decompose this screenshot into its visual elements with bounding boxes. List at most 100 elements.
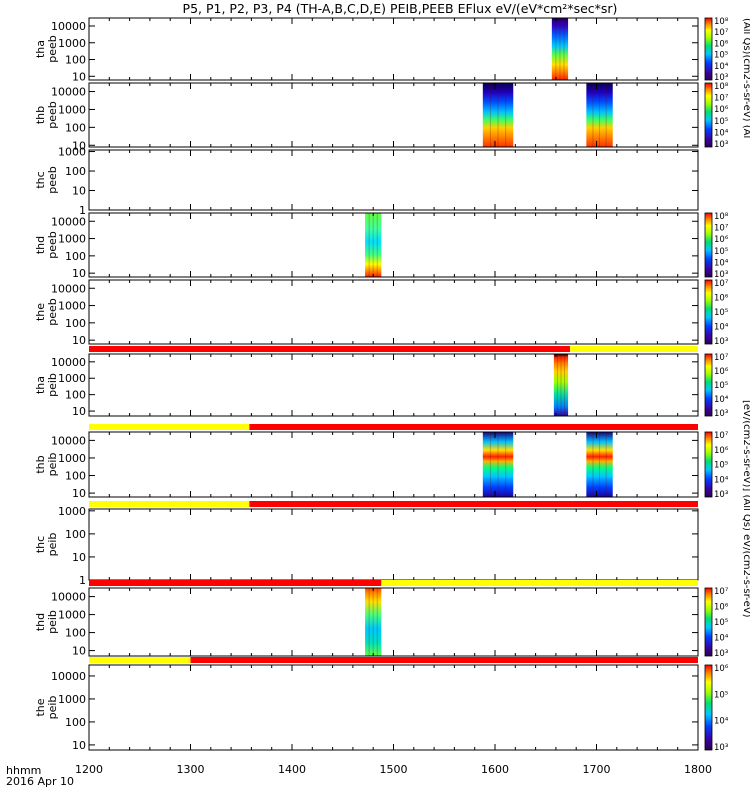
y-tick-label: 100 [65, 121, 86, 134]
panel-frame [88, 212, 699, 278]
y-tick-label: 10 [72, 334, 86, 347]
y-tick-label: 10 [72, 70, 86, 83]
spectrogram-block [365, 588, 382, 656]
spectrogram-block [553, 354, 569, 416]
panel-ylabel: thb [34, 455, 47, 473]
x-axis: 1200 1300 1400 1500 1600 1700 1800 [75, 763, 712, 776]
mode-bar-yellow [89, 501, 250, 507]
y-tick-label: 10000 [51, 86, 86, 99]
panel-the-peib: 10 100 1000 10000 the peib 10³ 10⁴ 10⁵ 10⁶ [34, 657, 729, 753]
y-tick-label: 10 [72, 139, 86, 152]
y-tick-label: 100 [65, 716, 86, 729]
spectrogram-block [586, 83, 613, 147]
y-tick-label: 1000 [58, 609, 86, 622]
colorbar [704, 279, 713, 345]
time-unit-label: hhmm [6, 764, 41, 777]
panel-ylabel: thb [34, 106, 47, 124]
colorbar-tick-label: 10⁴ [714, 323, 729, 333]
y-tick-label: 1000 [58, 300, 86, 313]
panel-thb-peib: 10 100 1000 10000 thb peib 10³ 10⁴ 10⁵ 10⁶ 10⁷ [34, 424, 729, 500]
colorbar-tick-label: 10⁶ [714, 235, 729, 245]
panel-ylabel: peib [46, 373, 59, 397]
panel-ylabel: thc [34, 536, 47, 553]
panel-ylabel: peeb [46, 166, 59, 194]
panel-ylabel: thc [34, 171, 47, 188]
y-tick-label: 1000 [58, 146, 86, 159]
panel-the-peeb: 10 100 1000 10000 the peeb 10³ 10⁴ 10⁵ 10⁶ 10⁷ [34, 279, 729, 347]
colorbar-tick-label: 10⁷ [714, 224, 729, 234]
panel-frame [88, 149, 699, 211]
colorbar-tick-label: 10⁷ [714, 28, 729, 38]
y-tick-label: 1000 [58, 233, 86, 246]
y-tick-label: 10 [72, 405, 86, 418]
colorbar-tick-label: 10⁵ [714, 308, 728, 318]
colorbar-tick-label: 10⁴ [714, 128, 729, 138]
panel-ylabel: tha [34, 376, 47, 394]
mode-bar-red [89, 580, 382, 586]
colorbar-tick-label: 10⁷ [714, 94, 729, 104]
y-tick-label: 1000 [58, 505, 86, 518]
y-tick-label: 1000 [58, 693, 86, 706]
colorbar-tick-label: 10³ [714, 140, 728, 150]
colorbar-tick-label: 10⁴ [714, 475, 729, 485]
spectrogram-block [586, 432, 613, 497]
colorbar [704, 431, 713, 498]
y-tick-label: 10000 [51, 591, 86, 604]
colorbar-tick-label: 10³ [714, 490, 728, 500]
panel-ylabel: the [34, 698, 47, 716]
panel-ylabel: peeb [46, 101, 59, 129]
x-tick-label: 1600 [481, 763, 509, 776]
y-tick-label: 100 [65, 165, 86, 178]
panel-tha-peib: 10 100 1000 10000 tha peib 10³ 10⁴ 10⁵ 10⁶ 10⁷ [34, 346, 729, 419]
y-tick-label: 100 [65, 250, 86, 263]
colorbar-tick-label: 10⁶ [714, 664, 729, 674]
colorbar [704, 664, 713, 751]
spectrogram-block [551, 18, 569, 80]
panel-frame [88, 508, 699, 581]
colorbar-tick-label: 10⁶ [714, 367, 729, 377]
colorbar-tick-label: 10³ [714, 337, 728, 347]
colorbar [704, 587, 713, 657]
colorbar-tick-label: 10⁴ [714, 258, 729, 268]
x-tick-label: 1500 [380, 763, 408, 776]
y-tick-label: 10000 [51, 282, 86, 295]
colorbar-tick-label: 10⁴ [714, 395, 729, 405]
panel-frame [88, 279, 699, 345]
x-tick-label: 1700 [583, 763, 611, 776]
colorbar-tick-label: 10⁷ [714, 279, 729, 289]
figure-title: P5, P1, P2, P3, P4 (TH-A,B,C,D,E) PEIB,P… [183, 1, 618, 16]
colorbar [704, 212, 713, 278]
colorbar-tick-label: 10³ [714, 409, 728, 419]
y-tick-label: 100 [65, 470, 86, 483]
y-tick-label: 10 [72, 267, 86, 280]
y-tick-label: 100 [65, 389, 86, 402]
y-tick-label: 1000 [58, 452, 86, 465]
y-tick-label: 1000 [58, 372, 86, 385]
panel-thc-peib: 1 10 100 1000 thc peib [34, 501, 699, 587]
colorbar-title-top: (All Qs)(cm2-s-sr-eV) (Al [741, 18, 750, 138]
mode-bar-red [89, 346, 571, 352]
colorbar [704, 17, 713, 81]
y-tick-label: 10 [72, 487, 86, 500]
colorbar-tick-label: 10³ [714, 649, 728, 659]
mode-bar-yellow [381, 580, 698, 586]
panel-ylabel: peeb [46, 298, 59, 326]
y-tick-label: 10 [72, 645, 86, 658]
colorbar-tick-label: 10³ [714, 73, 728, 83]
panel-ylabel: tha [34, 40, 47, 58]
y-tick-label: 10000 [51, 434, 86, 447]
colorbar-tick-label: 10⁶ [714, 446, 729, 456]
y-tick-label: 1000 [58, 37, 86, 50]
colorbar-tick-label: 10⁵ [714, 690, 728, 700]
y-tick-label: 10000 [51, 215, 86, 228]
x-tick-label: 1200 [75, 763, 103, 776]
y-tick-label: 100 [65, 528, 86, 541]
y-tick-label: 1 [79, 204, 86, 217]
y-tick-label: 10000 [51, 670, 86, 683]
colorbar-tick-label: 10⁶ [714, 105, 729, 115]
colorbar-tick-label: 10⁵ [714, 117, 728, 127]
